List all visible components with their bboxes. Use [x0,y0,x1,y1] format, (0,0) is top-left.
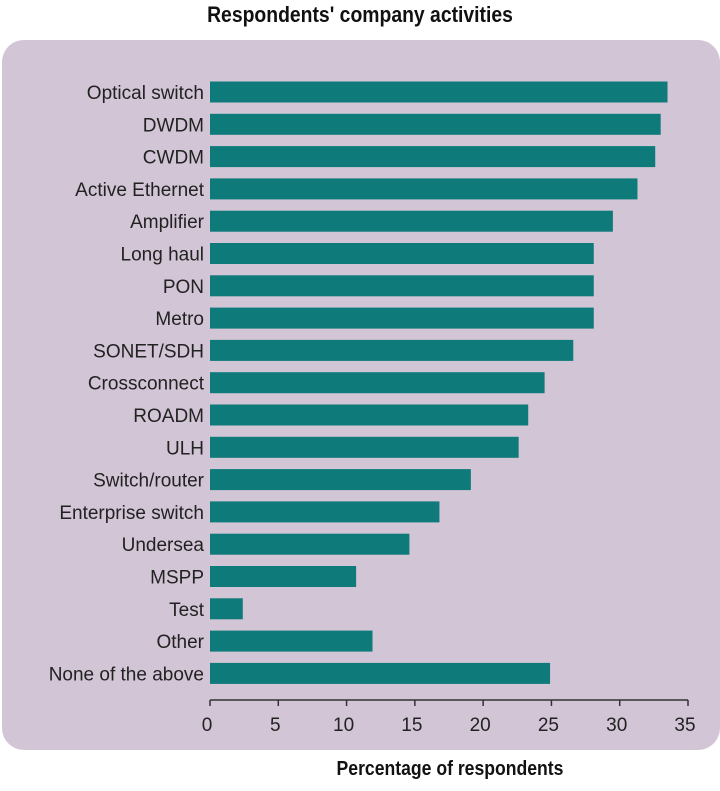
category-label: Long haul [121,245,204,266]
category-label: Amplifier [130,212,205,233]
bar [210,662,551,684]
chart-title: Respondents' company activities [207,2,513,27]
category-label: Test [169,600,205,621]
category-label: DWDM [143,115,204,136]
bar [210,81,668,103]
category-label: Metro [155,309,204,330]
bar [210,243,594,264]
bar [210,501,440,523]
category-label: PON [163,277,204,298]
bar [210,566,357,587]
bar [210,598,243,620]
bar [210,178,638,200]
category-label: ROADM [133,406,204,427]
bar [210,533,410,555]
bar [210,469,471,491]
category-label: SONET/SDH [93,341,204,362]
category-label: Enterprise switch [59,503,204,524]
bar [210,113,661,135]
x-tick-label: 20 [470,715,491,736]
bar [210,210,613,232]
category-label: Undersea [122,535,205,556]
x-tick-label: 0 [202,715,213,736]
x-tick-label: 35 [674,715,695,736]
category-label: Crossconnect [88,374,205,395]
x-tick-label: 15 [401,715,422,736]
category-label: CWDM [143,148,204,169]
category-label: Other [156,632,204,653]
bar [210,307,594,329]
bar [210,404,529,426]
x-tick-label: 25 [538,715,559,736]
category-label: Optical switch [87,83,204,104]
bar [210,275,594,297]
bar [210,372,545,394]
bar [210,436,519,458]
bar [210,146,656,168]
x-tick-label: 5 [270,715,281,736]
x-tick-label: 30 [606,715,627,736]
category-label: Active Ethernet [75,180,205,201]
bar [210,339,574,361]
category-label: Switch/router [93,471,205,492]
category-label: ULH [166,438,204,459]
category-label: None of the above [49,664,204,685]
x-axis-title: Percentage of respondents [336,758,564,780]
category-label: MSPP [150,568,204,589]
bar [210,630,373,652]
x-tick-label: 10 [333,715,354,736]
